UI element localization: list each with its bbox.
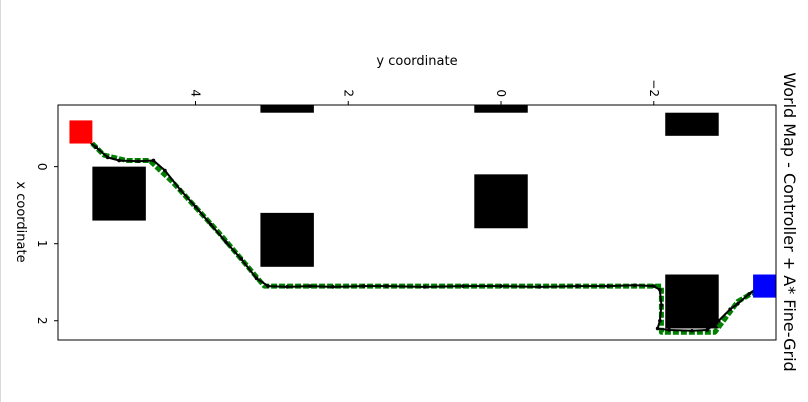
x-tick-label-0: 4	[188, 89, 202, 97]
actual-path-point-35	[728, 307, 732, 311]
x-tick-label-1: 2	[341, 89, 355, 97]
actual-path-point-32	[690, 328, 694, 333]
actual-path-point-34	[716, 318, 721, 323]
y-tick-label-1: 1	[35, 240, 49, 248]
plot-area	[69, 105, 776, 335]
actual-path-point-17	[361, 284, 366, 288]
plot-frame	[57, 104, 777, 341]
actual-path-point-19	[422, 285, 427, 289]
actual-path-point-6	[163, 168, 167, 173]
actual-path-layer	[75, 130, 774, 333]
x-tick-label-3: −2	[647, 79, 661, 97]
obstacle-6	[665, 112, 719, 136]
x-ticks: 4 2 0 −2	[188, 79, 661, 105]
actual-path-point-37	[747, 291, 752, 296]
start-marker	[69, 120, 93, 144]
actual-path-point-29	[658, 318, 662, 323]
actual-path-point-5	[151, 158, 156, 163]
actual-path-point-10	[224, 240, 228, 244]
actual-path-point-23	[575, 284, 580, 288]
actual-path-point-27	[658, 288, 662, 292]
actual-path-point-8	[193, 204, 198, 209]
actual-path-line	[76, 131, 773, 332]
x-tick-label-2: 0	[494, 89, 508, 97]
obstacle-3	[665, 274, 719, 329]
y-axis-label: x coordinate	[13, 181, 28, 262]
actual-path-point-26	[651, 284, 656, 288]
y-ticks: 0 1 2	[35, 163, 58, 325]
actual-path-point-36	[736, 301, 740, 306]
actual-path-point-4	[136, 159, 141, 164]
actual-path-point-25	[632, 283, 637, 288]
goal-marker	[753, 274, 776, 298]
actual-path-point-11	[239, 257, 244, 261]
obstacle-2	[474, 174, 528, 229]
actual-path-point-28	[659, 303, 664, 308]
y-tick-label-0: 0	[35, 163, 49, 171]
obstacles	[92, 105, 719, 329]
actual-path-point-18	[384, 284, 389, 288]
actual-path-point-13	[266, 284, 270, 288]
actual-path-point-12	[254, 276, 259, 281]
actual-path-point-30	[655, 326, 660, 331]
window-edge-line	[0, 0, 1, 402]
x-axis-label: y coordinate	[376, 54, 457, 69]
actual-path-point-14	[285, 285, 289, 289]
y-tick-label-2: 2	[35, 317, 49, 325]
actual-path-point-31	[667, 328, 671, 332]
obstacle-5	[474, 105, 528, 113]
actual-path-point-1	[94, 145, 98, 150]
obstacle-0	[92, 166, 146, 221]
start-goal-markers	[69, 120, 776, 298]
actual-path-point-33	[705, 328, 710, 332]
actual-path-point-20	[461, 284, 465, 288]
obstacle-1	[260, 212, 314, 267]
actual-path-point-2	[105, 155, 110, 160]
actual-path-point-24	[606, 284, 610, 288]
actual-path-point-9	[208, 222, 213, 227]
actual-path-point-7	[178, 187, 183, 192]
chart-title: World Map - Controller + A* Fine-Grid	[780, 72, 799, 371]
obstacle-4	[260, 105, 314, 113]
actual-path-point-15	[308, 284, 312, 288]
actual-path-point-22	[537, 285, 542, 289]
actual-path-point-21	[499, 284, 503, 288]
actual-path-point-16	[331, 285, 335, 289]
actual-path-point-3	[117, 158, 121, 163]
